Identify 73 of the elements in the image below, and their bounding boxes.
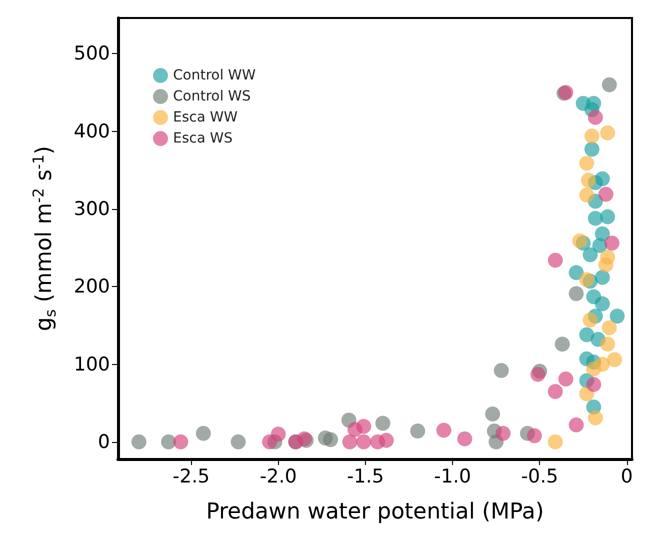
y-tick-label: 300 (74, 198, 110, 220)
x-tick-label: -2.0 (260, 466, 297, 488)
x-axis-title: Predawn water potential (MPa) (206, 500, 544, 524)
legend-label: Esca WW (173, 110, 238, 126)
point (582, 247, 598, 262)
point (600, 125, 616, 140)
point (410, 424, 426, 439)
point (610, 308, 625, 324)
legend-label: Esca WS (173, 130, 233, 146)
point (436, 422, 452, 438)
point (594, 270, 610, 285)
x-tick-label: -0.5 (521, 466, 558, 488)
point (530, 366, 546, 382)
x-tick-label: -1.5 (346, 466, 384, 488)
point (598, 186, 614, 202)
point (356, 418, 372, 434)
point (584, 128, 600, 144)
point (582, 312, 598, 328)
point (588, 210, 603, 226)
point (600, 209, 616, 224)
y-axis-title: gs (mmol m-2 s-1) (30, 146, 60, 332)
point (602, 77, 617, 92)
point (161, 434, 176, 450)
legend-label: Control WS (173, 88, 251, 104)
point (558, 372, 574, 387)
x-tick-label: -1.0 (434, 466, 472, 488)
point (548, 434, 563, 450)
point (496, 426, 511, 441)
point (375, 416, 390, 431)
x-tick-label: -2.5 (172, 466, 210, 488)
point (602, 320, 617, 336)
y-tick-label: 100 (74, 353, 110, 376)
y-tick-label: 200 (74, 276, 110, 298)
point (457, 431, 472, 446)
point (604, 236, 620, 251)
point (579, 327, 594, 342)
point (588, 110, 603, 125)
point (588, 410, 603, 426)
point (548, 252, 563, 268)
point (323, 432, 338, 448)
x-tick-label: 0 (620, 466, 633, 488)
point (579, 156, 594, 171)
point (270, 426, 286, 442)
point (356, 434, 372, 450)
point (572, 233, 588, 248)
point (548, 384, 563, 399)
point (554, 336, 570, 352)
y-tick-label: 500 (74, 42, 110, 65)
point (594, 296, 610, 312)
point (598, 257, 614, 272)
point (586, 376, 602, 392)
legend-label: Control WW (173, 68, 256, 84)
point (568, 265, 584, 280)
point (485, 406, 500, 422)
point (607, 352, 622, 368)
point (568, 417, 584, 432)
point (173, 434, 188, 450)
point (586, 361, 602, 376)
point (526, 428, 542, 444)
point (600, 336, 616, 352)
point (131, 434, 146, 450)
point (230, 434, 246, 450)
point (494, 362, 509, 378)
y-tick-label: 0 (98, 430, 110, 453)
point (196, 426, 211, 441)
y-tick-label: 400 (74, 120, 110, 142)
point (579, 272, 594, 288)
point (579, 188, 594, 203)
point (378, 432, 394, 448)
point (568, 286, 584, 302)
point (584, 142, 600, 157)
point (342, 434, 358, 450)
point (580, 172, 596, 188)
